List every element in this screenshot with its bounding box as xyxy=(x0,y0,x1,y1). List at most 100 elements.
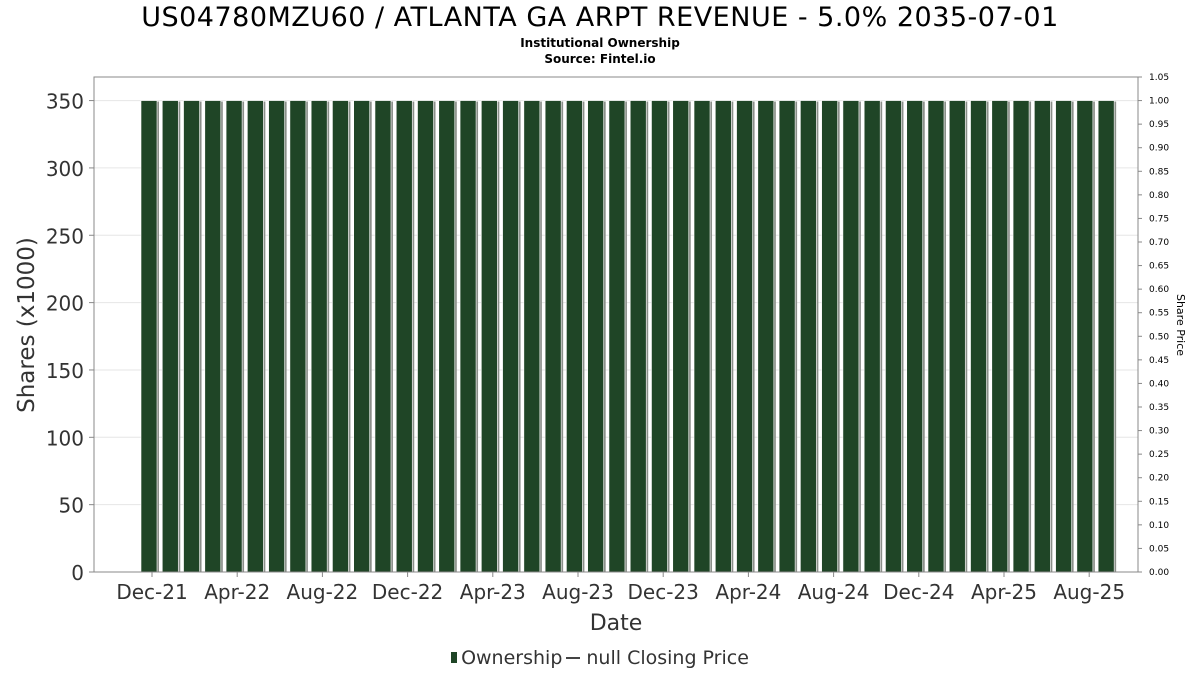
y-tick-label: 150 xyxy=(46,359,84,383)
ownership-bar xyxy=(821,100,838,573)
ownership-bar xyxy=(417,100,434,573)
y2-tick-label: 0.70 xyxy=(1149,238,1169,248)
y2-tick-label: 0.45 xyxy=(1149,356,1169,366)
x-tick-label: Apr-22 xyxy=(204,580,270,604)
y2-tick-label: 0.95 xyxy=(1149,120,1169,130)
ownership-bar xyxy=(566,100,583,573)
ownership-bar xyxy=(991,100,1009,573)
ownership-bar xyxy=(523,100,541,573)
y2-tick-label: 0.50 xyxy=(1149,332,1169,342)
ownership-bar xyxy=(1012,100,1030,573)
x-tick-label: Aug-24 xyxy=(798,580,870,604)
y2-tick-label: 0.25 xyxy=(1149,450,1169,460)
ownership-bar xyxy=(736,100,753,573)
ownership-bar xyxy=(183,100,200,573)
y2-tick-label: 0.80 xyxy=(1149,191,1169,201)
y2-tick-label: 0.15 xyxy=(1149,497,1169,507)
y-tick-label: 300 xyxy=(46,157,84,181)
y2-tick-label: 0.60 xyxy=(1149,285,1169,295)
chart-subtitle: Institutional Ownership xyxy=(520,36,680,50)
ownership-bar xyxy=(459,100,477,573)
y-tick-label: 200 xyxy=(46,292,84,316)
y-tick-label: 100 xyxy=(46,426,84,450)
ownership-bar xyxy=(140,100,158,573)
axes: 0 50 100 150 200 250 300 350 0.00 0.05 0.10 0.15 0.2… xyxy=(14,73,1187,636)
y2-tick-label: 0.85 xyxy=(1149,167,1169,177)
legend: Ownership null Closing Price xyxy=(0,647,1200,669)
ownership-bar xyxy=(651,100,668,573)
x-tick-label: Apr-23 xyxy=(460,580,526,604)
ownership-bar xyxy=(1097,100,1115,573)
ownership-bar xyxy=(544,100,562,573)
ownership-bar xyxy=(948,100,966,573)
ownership-bar xyxy=(863,100,881,573)
ownership-bar xyxy=(353,100,371,573)
y-tick-label: 250 xyxy=(46,224,84,248)
ownership-bar xyxy=(608,100,626,573)
ownership-bar xyxy=(885,100,902,573)
x-tick-label: Dec-21 xyxy=(116,580,187,604)
chart-source: Source: Fintel.io xyxy=(544,52,656,66)
ownership-bar xyxy=(800,100,817,573)
y2-tick-label: 1.00 xyxy=(1149,97,1169,107)
y2-tick-label: 0.30 xyxy=(1149,427,1169,437)
chart-title: US04780MZU60 / ATLANTA GA ARPT REVENUE -… xyxy=(141,2,1059,33)
x-axis-label: Date xyxy=(590,611,643,636)
x-tick-label: Apr-24 xyxy=(715,580,781,604)
ownership-bar xyxy=(693,100,711,573)
legend-price: null Closing Price xyxy=(586,647,749,669)
y-tick-label: 50 xyxy=(59,494,84,518)
ownership-bar xyxy=(481,100,498,573)
y2-tick-label: 0.00 xyxy=(1149,568,1169,578)
legend-ownership: Ownership xyxy=(461,647,563,669)
ownership-bar xyxy=(714,100,732,573)
ownership-bar xyxy=(438,100,456,573)
y2-tick-label: 0.55 xyxy=(1149,309,1169,319)
x-tick-label: Dec-22 xyxy=(372,580,443,604)
y-axis-label: Shares (x1000) xyxy=(14,237,40,413)
y-tick-label: 350 xyxy=(46,90,84,114)
x-tick-label: Dec-24 xyxy=(883,580,954,604)
ownership-bar xyxy=(247,100,264,573)
ownership-bar xyxy=(502,100,519,573)
x-tick-label: Apr-25 xyxy=(971,580,1037,604)
y-tick-label: 0 xyxy=(71,561,84,585)
ownership-bar xyxy=(587,100,604,573)
ownership-bar xyxy=(629,100,647,573)
ownership-bar xyxy=(970,100,987,573)
price-line-swatch xyxy=(566,657,581,659)
ownership-bar xyxy=(927,100,945,573)
ownership-bar xyxy=(395,100,413,573)
y2-tick-label: 0.75 xyxy=(1149,214,1169,224)
ownership-bar xyxy=(1076,100,1094,573)
ownership-bar xyxy=(161,100,179,573)
ownership-bar xyxy=(268,100,285,573)
y2-tick-label: 0.35 xyxy=(1149,403,1169,413)
ownership-bar xyxy=(906,100,924,573)
x-tick-label: Aug-22 xyxy=(287,580,359,604)
ownership-bar xyxy=(332,100,349,573)
ownership-bar xyxy=(757,100,775,573)
y2-tick-label: 0.05 xyxy=(1149,544,1169,554)
ownership-bar xyxy=(1034,100,1051,573)
x-tick-label: Aug-23 xyxy=(542,580,614,604)
y2-tick-label: 0.20 xyxy=(1149,474,1169,484)
y2-tick-label: 0.90 xyxy=(1149,144,1169,154)
y2-tick-label: 0.40 xyxy=(1149,379,1169,389)
ownership-bar xyxy=(204,100,222,573)
y2-tick-label: 1.05 xyxy=(1149,73,1169,83)
ownership-bar xyxy=(225,100,243,573)
ownership-bar xyxy=(1055,100,1072,573)
ownership-bar xyxy=(778,100,796,573)
x-tick-label: Dec-23 xyxy=(628,580,699,604)
ownership-bar xyxy=(310,100,328,573)
ownership-bar xyxy=(842,100,860,573)
bars xyxy=(140,100,1117,573)
ownership-swatch xyxy=(451,652,458,663)
y2-axis-label: Share Price xyxy=(1174,294,1187,356)
y2-tick-label: 0.10 xyxy=(1149,521,1169,531)
ownership-bar xyxy=(374,100,392,573)
ownership-bar xyxy=(289,100,307,573)
plot-frame xyxy=(93,76,1139,573)
